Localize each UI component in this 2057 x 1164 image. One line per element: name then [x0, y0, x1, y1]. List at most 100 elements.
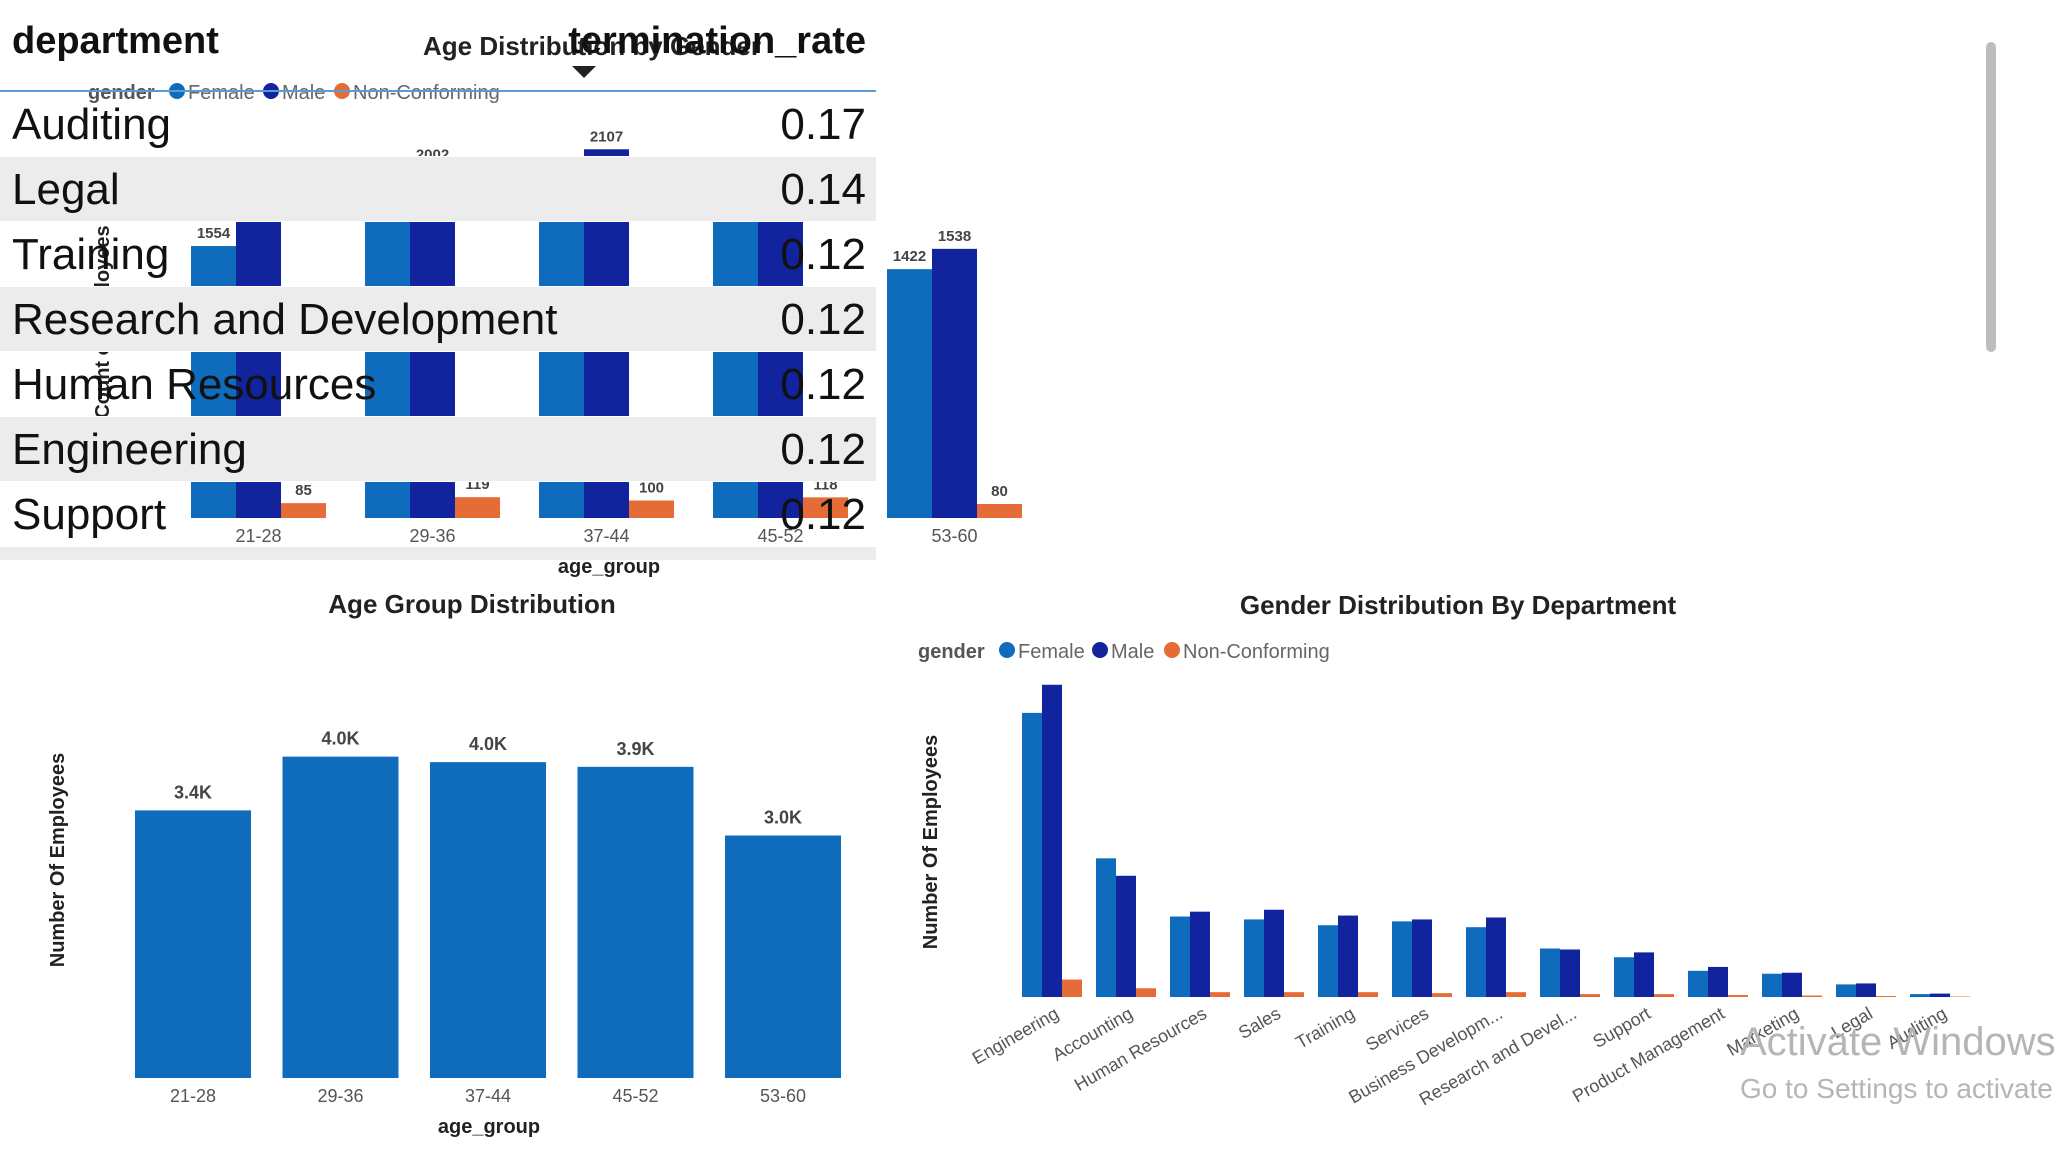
bar-male[interactable]: [932, 248, 977, 518]
x-tick-label: 45-52: [612, 1086, 658, 1106]
data-label: 80: [991, 483, 1008, 500]
legend-title: gender: [88, 82, 155, 104]
y-axis-title: Number Of Employees: [47, 753, 69, 968]
bar-nonconforming[interactable]: [1876, 996, 1896, 997]
bar-female[interactable]: [1170, 916, 1190, 997]
bar-female[interactable]: [1910, 994, 1930, 997]
bar-nonconforming[interactable]: [1062, 979, 1082, 997]
bar-nonconforming[interactable]: [1210, 992, 1230, 997]
legend-marker-male: [1092, 642, 1108, 658]
legend-title: gender: [918, 641, 985, 663]
cell-department: Auditing: [12, 100, 172, 149]
bar-nonconforming[interactable]: [455, 497, 500, 518]
bar-nonconforming[interactable]: [1358, 992, 1378, 997]
column-header-department[interactable]: department: [12, 20, 219, 62]
data-label: 1538: [938, 228, 971, 245]
data-label: 3.0K: [764, 808, 802, 828]
x-tick-label: 21-28: [235, 526, 281, 546]
legend: gender Female Male Non-Conforming: [88, 82, 500, 104]
cell-termination-rate: 0.12: [780, 490, 866, 539]
legend-label-male: Male: [1111, 641, 1154, 663]
data-label: 4.0K: [469, 734, 507, 754]
bar-nonconforming[interactable]: [803, 497, 848, 518]
legend-label-nonconforming: Non-Conforming: [353, 82, 500, 104]
data-label: 3.9K: [616, 739, 654, 759]
data-label: 1422: [893, 248, 926, 265]
sort-descending-icon[interactable]: [572, 66, 596, 78]
cell-department: Legal: [12, 165, 120, 214]
cell-department: Research and Development: [12, 295, 558, 344]
bar-female[interactable]: [1688, 970, 1708, 997]
bar-female[interactable]: [1466, 927, 1486, 997]
bar[interactable]: [577, 766, 694, 1078]
age-group-chart: Age Group Distribution Number Of Employe…: [47, 589, 841, 1138]
bar-female[interactable]: [1244, 919, 1264, 997]
bar-male[interactable]: [1708, 966, 1728, 997]
bar[interactable]: [135, 810, 251, 1078]
data-label: 2107: [590, 128, 623, 145]
bar-female[interactable]: [1614, 957, 1634, 997]
bar-female[interactable]: [1540, 948, 1560, 997]
bar-male[interactable]: [1190, 911, 1210, 997]
x-tick-label: 37-44: [465, 1086, 511, 1106]
bar-nonconforming[interactable]: [977, 504, 1022, 518]
legend-label-female: Female: [1018, 641, 1085, 663]
bar-female[interactable]: [1318, 925, 1338, 997]
cell-termination-rate: 0.12: [780, 425, 866, 474]
chart-title: Gender Distribution By Department: [1240, 590, 1677, 620]
termination-rate-table[interactable]: department termination_rate Auditing 0.1…: [0, 0, 876, 560]
x-tick-label: 53-60: [760, 1086, 806, 1106]
bar-nonconforming[interactable]: [1802, 995, 1822, 997]
bar-female[interactable]: [1022, 712, 1042, 997]
table-row: Auditing 0.17: [0, 92, 876, 157]
data-label: 4.0K: [321, 729, 359, 749]
bar[interactable]: [725, 835, 841, 1078]
bar-nonconforming[interactable]: [281, 503, 326, 518]
cell-department: Training: [12, 230, 170, 279]
bar-nonconforming[interactable]: [1136, 988, 1156, 997]
table-row: Training 0.12: [0, 222, 876, 287]
column-header-termination-rate[interactable]: termination_rate: [568, 20, 866, 62]
x-tick-label: Human Resources: [1071, 1003, 1210, 1095]
bar-female[interactable]: [887, 269, 932, 518]
bar-female[interactable]: [1836, 984, 1856, 997]
bar-male[interactable]: [1782, 972, 1802, 997]
bar-nonconforming[interactable]: [1580, 994, 1600, 997]
bar-male[interactable]: [1042, 684, 1062, 997]
bar-female[interactable]: [1762, 973, 1782, 997]
bar-male[interactable]: [1412, 919, 1432, 997]
cell-termination-rate: 0.14: [780, 165, 866, 214]
table-header: department termination_rate: [0, 0, 876, 92]
table-scrollbar-thumb[interactable]: [1986, 42, 1996, 352]
bar-male[interactable]: [1856, 983, 1876, 997]
bar-male[interactable]: [1634, 952, 1654, 997]
bar-male[interactable]: [1486, 917, 1506, 997]
legend-marker-female: [999, 642, 1015, 658]
bar-male[interactable]: [1338, 915, 1358, 997]
bar-nonconforming[interactable]: [1284, 992, 1304, 997]
bar-female[interactable]: [1392, 921, 1412, 997]
cell-department: Engineering: [12, 425, 247, 474]
x-tick-label: 45-52: [757, 526, 803, 546]
bar-nonconforming[interactable]: [1432, 993, 1452, 997]
bar-male[interactable]: [1560, 949, 1580, 997]
activate-windows-watermark: Activate Windows Go to Settings to activ…: [1740, 1020, 2056, 1105]
watermark-line-2: Go to Settings to activate: [1740, 1073, 2053, 1104]
bar-nonconforming[interactable]: [1654, 994, 1674, 997]
bar-nonconforming[interactable]: [1728, 995, 1748, 997]
cell-termination-rate: 0.12: [780, 230, 866, 279]
legend-marker-nonconforming: [1164, 642, 1180, 658]
bar-male[interactable]: [1930, 993, 1950, 997]
bar-nonconforming[interactable]: [629, 500, 674, 519]
legend-label-nonconforming: Non-Conforming: [1183, 641, 1330, 663]
bar[interactable]: [430, 762, 546, 1078]
legend-label-male: Male: [282, 82, 325, 104]
bar-male[interactable]: [1116, 875, 1136, 997]
x-tick-label: 37-44: [583, 526, 629, 546]
bar-nonconforming[interactable]: [1506, 992, 1526, 997]
x-tick-label: 29-36: [317, 1086, 363, 1106]
bar-female[interactable]: [1096, 858, 1116, 997]
bar-male[interactable]: [1264, 909, 1284, 997]
cell-department: Support: [12, 490, 167, 539]
bar[interactable]: [282, 756, 399, 1078]
